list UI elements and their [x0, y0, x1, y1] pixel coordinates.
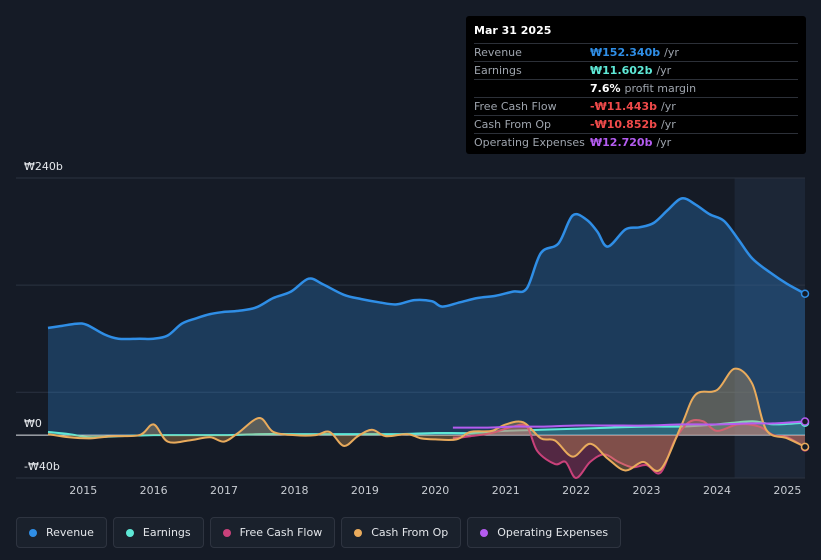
- tooltip-rows: Revenue ₩152.340b/yr Earnings ₩11.602b/yr 7.…: [474, 44, 798, 151]
- tooltip-row: Operating Expenses ₩12.720b/yr: [474, 134, 798, 151]
- x-tick-label: 2022: [562, 484, 591, 497]
- revenue-line: [47, 197, 806, 341]
- tooltip-row: 7.6% profit margin: [474, 80, 798, 98]
- cash-from-op-area: [48, 368, 805, 472]
- legend-label: Operating Expenses: [497, 526, 609, 539]
- tooltip-unit: /yr: [656, 64, 672, 77]
- legend: Revenue Earnings Free Cash Flow Cash From O…: [16, 517, 622, 548]
- x-tick-label: 2025: [773, 484, 802, 497]
- operating-expenses-line: [452, 420, 806, 429]
- x-tick-label: 2019: [350, 484, 379, 497]
- tooltip-label: Revenue: [474, 46, 522, 59]
- tooltip-unit: /yr: [656, 136, 672, 149]
- tooltip-value: ₩12.720b: [590, 136, 653, 149]
- legend-revenue[interactable]: Revenue: [16, 517, 107, 548]
- tooltip-label: Free Cash Flow: [474, 100, 557, 113]
- tooltip-panel: Mar 31 2025 Revenue ₩152.340b/yr Earnings ₩…: [466, 16, 806, 154]
- tooltip-unit: profit margin: [624, 82, 697, 95]
- tooltip-label: Operating Expenses: [474, 136, 585, 149]
- tooltip-row: Cash From Op -₩10.852b/yr: [474, 116, 798, 134]
- tooltip-unit: /yr: [661, 100, 676, 113]
- y-label-bottom: -₩40b: [24, 460, 60, 473]
- x-tick-label: 2015: [69, 484, 98, 497]
- tooltip-value: ₩11.602b: [590, 64, 653, 77]
- revenue-area: [48, 198, 805, 436]
- free-cash-flow-area: [452, 420, 805, 478]
- legend-operating-expenses[interactable]: Operating Expenses: [467, 517, 622, 548]
- x-tick-label: 2024: [702, 484, 731, 497]
- tooltip-value: -₩10.852b: [590, 118, 658, 131]
- tooltip-label: Cash From Op: [474, 118, 552, 131]
- tooltip-row: Revenue ₩152.340b/yr: [474, 44, 798, 62]
- legend-label: Free Cash Flow: [239, 526, 323, 539]
- tooltip-value: ₩152.340b: [590, 46, 661, 59]
- revenue-end-marker: [800, 289, 810, 298]
- cash-from-op-line: [47, 367, 806, 472]
- cash-from-op-end-marker: [800, 442, 810, 452]
- legend-free-cash-flow[interactable]: Free Cash Flow: [209, 517, 336, 548]
- y-label-top: ₩240b: [24, 160, 63, 173]
- tooltip-value: -₩11.443b: [590, 100, 658, 113]
- legend-cash-from-op[interactable]: Cash From Op: [341, 517, 462, 548]
- operating-expenses-end-marker: [800, 417, 810, 426]
- x-tick-label: 2018: [280, 484, 309, 497]
- x-tick-label: 2021: [491, 484, 520, 497]
- x-tick-label: 2023: [632, 484, 661, 497]
- y-label-zero: ₩0: [24, 417, 42, 430]
- tooltip-value: 7.6%: [590, 82, 621, 95]
- legend-dot-icon: [125, 528, 134, 537]
- legend-label: Cash From Op: [371, 526, 449, 539]
- end-markers: [800, 289, 810, 452]
- legend-earnings[interactable]: Earnings: [112, 517, 204, 548]
- series-layer: [47, 197, 806, 479]
- tooltip-unit: /yr: [661, 118, 676, 131]
- x-tick-label: 2016: [139, 484, 168, 497]
- tooltip-label: Earnings: [474, 64, 522, 77]
- forecast-region: [734, 178, 805, 478]
- earnings-area: [48, 421, 805, 438]
- legend-label: Revenue: [46, 526, 94, 539]
- legend-label: Earnings: [142, 526, 191, 539]
- legend-dot-icon: [480, 528, 489, 537]
- x-tick-label: 2017: [210, 484, 239, 497]
- tooltip-unit: /yr: [664, 46, 679, 59]
- legend-dot-icon: [222, 528, 231, 537]
- legend-dot-icon: [29, 528, 37, 537]
- tooltip-row: Earnings ₩11.602b/yr: [474, 62, 798, 80]
- tooltip-date: Mar 31 2025: [474, 22, 798, 44]
- tooltip-row: Free Cash Flow -₩11.443b/yr: [474, 98, 798, 116]
- legend-dot-icon: [354, 528, 363, 537]
- x-tick-label: 2020: [421, 484, 450, 497]
